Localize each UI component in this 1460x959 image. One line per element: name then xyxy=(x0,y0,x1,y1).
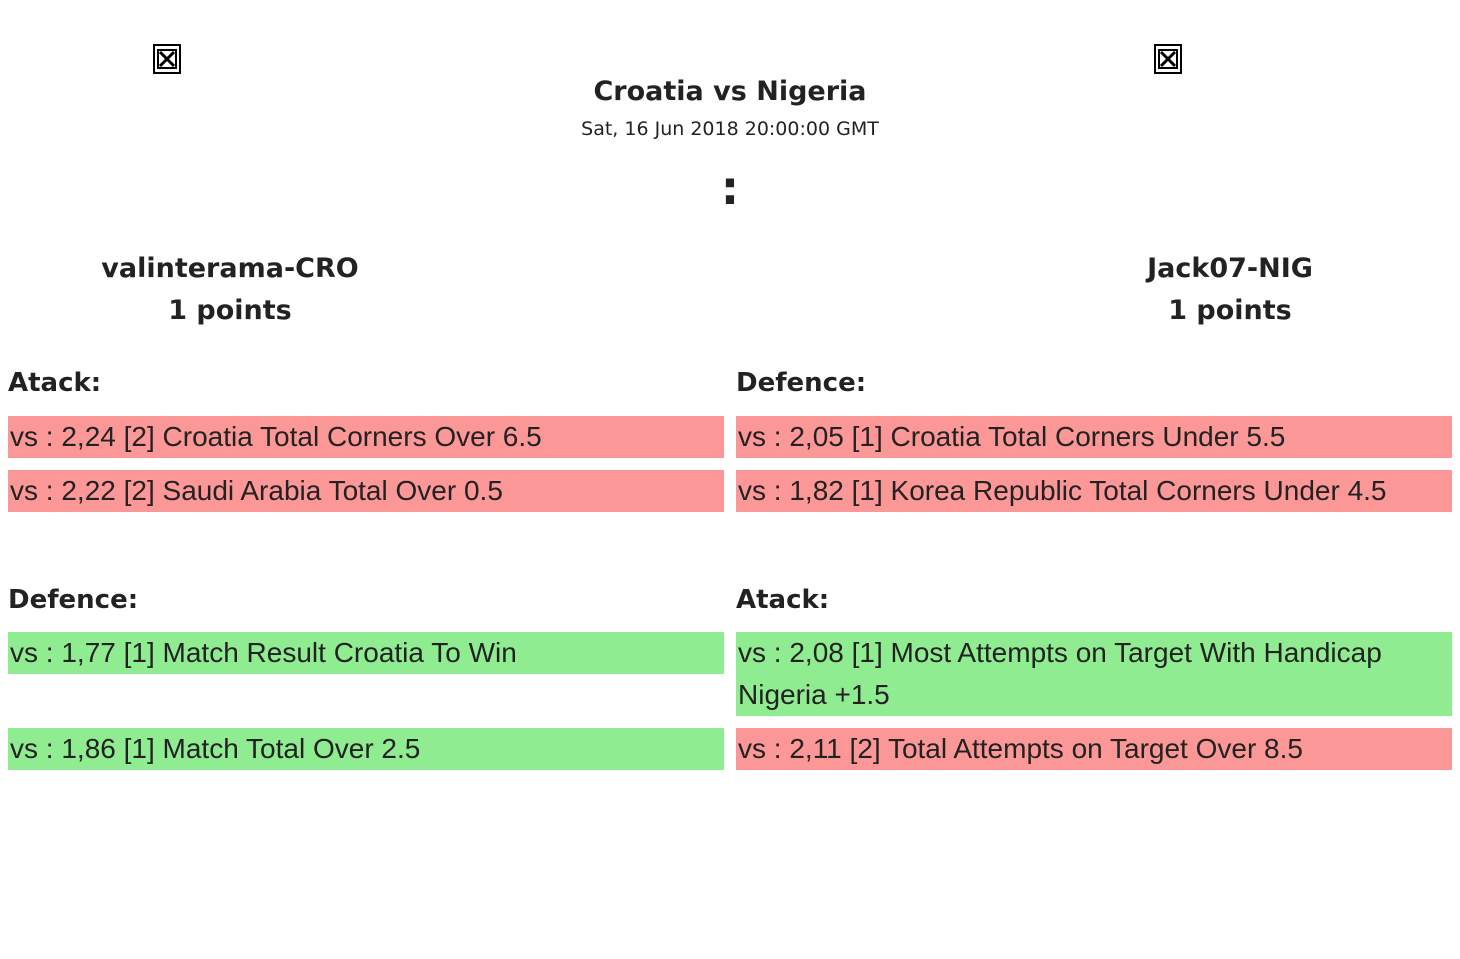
section-label: Atack: xyxy=(736,585,830,615)
bet-row: vs : 1,77 [1] Match Result Croatia To Wi… xyxy=(8,632,724,674)
bet-row: vs : 2,08 [1] Most Attempts on Target Wi… xyxy=(736,632,1452,716)
player-name: valinterama-CRO xyxy=(101,253,359,284)
player-name: Jack07-NIG xyxy=(1147,253,1313,284)
bet-row: vs : 1,82 [1] Korea Republic Total Corne… xyxy=(736,470,1452,512)
bet-row: vs : 2,05 [1] Croatia Total Corners Unde… xyxy=(736,416,1452,458)
section-label: Defence: xyxy=(8,585,139,615)
match-date: Sat, 16 Jun 2018 20:00:00 GMT xyxy=(581,118,879,140)
match-score: : xyxy=(720,161,740,215)
bet-row: vs : 2,22 [2] Saudi Arabia Total Over 0.… xyxy=(8,470,724,512)
player-points: 1 points xyxy=(1168,295,1292,326)
bet-row: vs : 2,24 [2] Croatia Total Corners Over… xyxy=(8,416,724,458)
broken-image-icon xyxy=(1154,44,1182,74)
player-points: 1 points xyxy=(168,295,292,326)
player-left: valinterama-CRO 1 points xyxy=(80,248,380,332)
bet-row: vs : 2,11 [2] Total Attempts on Target O… xyxy=(736,728,1452,770)
section-label: Defence: xyxy=(736,368,867,398)
player-right: Jack07-NIG 1 points xyxy=(1080,248,1380,332)
bet-row: vs : 1,86 [1] Match Total Over 2.5 xyxy=(8,728,724,770)
match-title: Croatia vs Nigeria xyxy=(593,76,867,107)
section-label: Atack: xyxy=(8,368,102,398)
broken-image-icon xyxy=(153,44,181,74)
